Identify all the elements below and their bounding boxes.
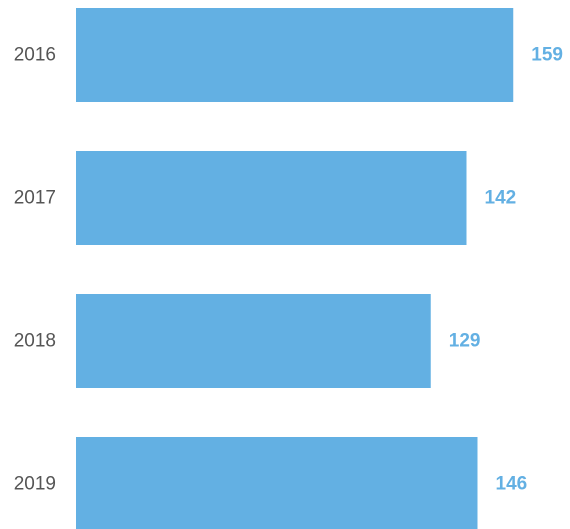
bars-group (76, 8, 514, 529)
value-label-2017: 142 (485, 188, 517, 209)
value-label-2016: 159 (531, 45, 563, 66)
value-labels-group: 159 142 129 146 (449, 45, 563, 495)
bar-2018 (76, 294, 431, 388)
category-label-2018: 2018 (14, 331, 56, 352)
category-label-2019: 2019 (14, 474, 56, 495)
value-label-2018: 129 (449, 331, 481, 352)
value-label-2019: 146 (496, 474, 528, 495)
bar-2016 (76, 8, 514, 102)
bar-2017 (76, 151, 467, 245)
category-label-2017: 2017 (14, 188, 56, 209)
category-labels-group: 2016 2017 2018 2019 (14, 45, 56, 495)
bar-2019 (76, 437, 478, 529)
category-label-2016: 2016 (14, 45, 56, 66)
